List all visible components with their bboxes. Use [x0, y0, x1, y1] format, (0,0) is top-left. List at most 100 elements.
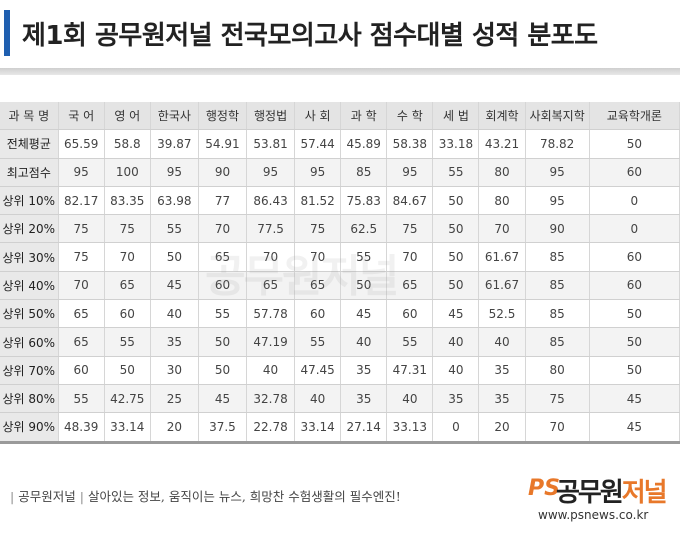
table-cell: 60 — [104, 299, 151, 329]
table-cell: 83.35 — [104, 186, 151, 216]
row-label: 상위 30% — [0, 242, 59, 272]
table-cell: 85 — [525, 327, 590, 357]
table-cell: 75 — [525, 384, 590, 414]
table-row: 상위 90% 48.39 33.14 20 37.5 22.78 33.14 27.14 33.… — [0, 412, 680, 442]
table-cell: 40 — [294, 384, 342, 414]
table-cell: 70 — [246, 242, 296, 272]
table-cell: 45 — [340, 299, 388, 329]
table-cell: 62.5 — [340, 214, 388, 244]
table-cell: 61.67 — [478, 271, 526, 301]
table-cell: 47.45 — [294, 356, 342, 385]
table-cell: 35 — [340, 356, 388, 385]
logo-ps-mark: PS — [528, 476, 560, 501]
column-header: 교육학개론 — [589, 102, 680, 131]
table-cell: 50 — [150, 242, 199, 272]
table-cell: 75 — [58, 214, 105, 244]
table-cell: 75 — [104, 214, 151, 244]
table-cell: 95 — [58, 158, 105, 187]
table-cell: 55 — [294, 327, 342, 357]
table-cell: 35 — [478, 384, 526, 414]
table-row: 상위 40% 70 65 45 60 65 65 50 65 50 61.67 85 60 — [0, 271, 680, 301]
table-cell: 70 — [386, 242, 434, 272]
table-cell: 55 — [104, 327, 151, 357]
table-cell: 40 — [432, 356, 480, 385]
table-cell: 45.89 — [340, 129, 388, 159]
table-cell: 60 — [198, 271, 248, 301]
logo-sub-text: 저널 — [621, 478, 668, 508]
column-header: 회계학 — [478, 102, 526, 131]
table-cell: 95 — [150, 158, 199, 187]
table-cell: 22.78 — [246, 412, 296, 442]
table-cell: 85 — [340, 158, 388, 187]
column-header: 과 학 — [340, 102, 388, 131]
table-cell: 52.5 — [478, 299, 526, 329]
table-cell: 50 — [589, 356, 680, 385]
table-cell: 82.17 — [58, 186, 105, 216]
table-cell: 70 — [525, 412, 590, 442]
table-cell: 58.38 — [386, 129, 434, 159]
table-cell: 70 — [198, 214, 248, 244]
table-cell: 35 — [340, 384, 388, 414]
table-cell: 40 — [340, 327, 388, 357]
table-cell: 84.67 — [386, 186, 434, 216]
table-cell: 0 — [589, 214, 680, 244]
table-row: 전체평균 65.59 58.8 39.87 54.91 53.81 57.44 45.89 58… — [0, 129, 680, 159]
title-bar: 제1회 공무원저널 전국모의고사 점수대별 성적 분포도 — [0, 10, 680, 75]
row-label: 상위 90% — [0, 412, 59, 442]
table-cell: 50 — [104, 356, 151, 385]
table-cell: 70 — [478, 214, 526, 244]
table-cell: 75 — [58, 242, 105, 272]
table-cell: 20 — [150, 412, 199, 442]
logo-main-text: 공무원 — [556, 478, 624, 508]
column-header: 한국사 — [150, 102, 199, 131]
table-cell: 35 — [432, 384, 480, 414]
column-header: 사회복지학 — [525, 102, 590, 131]
table-row: 최고점수 95 100 95 90 95 95 85 95 55 80 95 60 — [0, 158, 680, 187]
table-cell: 65 — [104, 271, 151, 301]
row-label: 상위 10% — [0, 186, 59, 216]
logo-wordmark: 공무원저널 — [556, 472, 668, 509]
table-cell: 33.14 — [104, 412, 151, 442]
table-row: 상위 50% 65 60 40 55 57.78 60 45 60 45 52.5 85 50 — [0, 299, 680, 329]
table-cell: 33.14 — [294, 412, 342, 442]
table-cell: 85 — [525, 271, 590, 301]
table-cell: 95 — [294, 158, 342, 187]
page-title: 제1회 공무원저널 전국모의고사 점수대별 성적 분포도 — [22, 21, 598, 51]
table-cell: 90 — [525, 214, 590, 244]
column-header: 사 회 — [294, 102, 342, 131]
table-cell: 33.18 — [432, 129, 480, 159]
row-label: 상위 60% — [0, 327, 59, 357]
table-cell: 43.21 — [478, 129, 526, 159]
table-cell: 65 — [58, 299, 105, 329]
table-cell: 37.5 — [198, 412, 248, 442]
row-label: 상위 80% — [0, 384, 59, 414]
column-header: 수 학 — [386, 102, 434, 131]
footer-tagline: | 공무원저널 | 살아있는 정보, 움직이는 뉴스, 희망찬 수험생활의 필수엔진! — [6, 486, 401, 505]
table-cell: 100 — [104, 158, 151, 187]
table-cell: 60 — [589, 242, 680, 272]
table-cell: 85 — [525, 299, 590, 329]
table-row: 상위 20% 75 75 55 70 77.5 75 62.5 75 50 70 90 0 — [0, 214, 680, 244]
table-cell: 50 — [432, 186, 480, 216]
table-cell: 55 — [340, 242, 388, 272]
brand-logo[interactable]: PS 공무원저널 — [528, 472, 678, 509]
table-cell: 61.67 — [478, 242, 526, 272]
table-cell: 48.39 — [58, 412, 105, 442]
table-cell: 77 — [198, 186, 248, 216]
table-cell: 0 — [432, 412, 480, 442]
table-cell: 95 — [386, 158, 434, 187]
table-cell: 45 — [589, 412, 680, 442]
table-cell: 60 — [294, 299, 342, 329]
table-cell: 45 — [150, 271, 199, 301]
table-cell: 65 — [58, 327, 105, 357]
table-cell: 65 — [386, 271, 434, 301]
footer-url-link[interactable]: www.psnews.co.kr — [538, 508, 649, 522]
table-cell: 95 — [525, 186, 590, 216]
column-header: 영 어 — [104, 102, 151, 131]
divider: | — [10, 489, 15, 504]
table-cell: 45 — [432, 299, 480, 329]
table-row: 상위 80% 55 42.75 25 45 32.78 40 35 40 35 35 75 45 — [0, 384, 680, 414]
table-cell: 50 — [432, 242, 480, 272]
table-cell: 50 — [432, 271, 480, 301]
table-cell: 90 — [198, 158, 248, 187]
